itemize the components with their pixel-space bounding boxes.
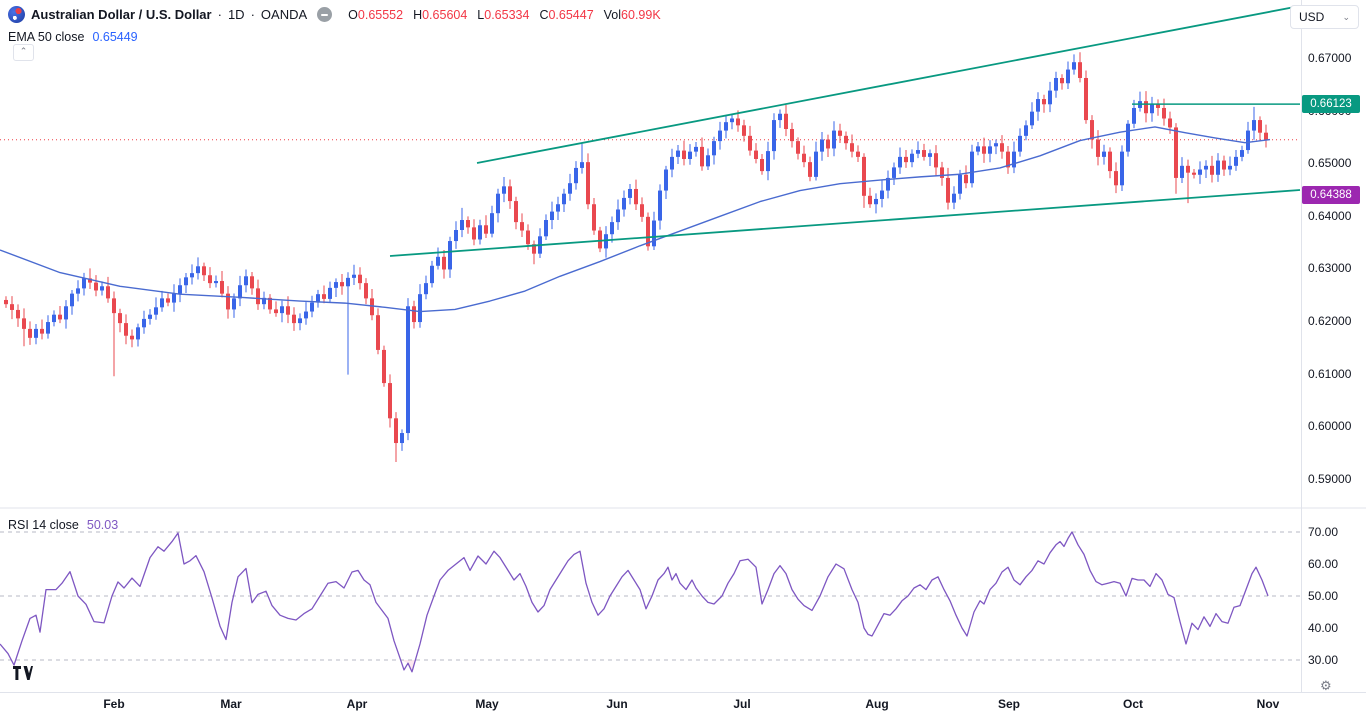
month-label: Nov [1256, 697, 1280, 711]
rsi-tick: 30.00 [1308, 653, 1339, 667]
currency-value: USD [1299, 10, 1325, 24]
price-tick: 0.59000 [1308, 471, 1352, 486]
price-level-tag: 0.66123 [1302, 95, 1360, 114]
high-label: H [413, 7, 423, 22]
rsi-tick: 60.00 [1308, 557, 1339, 571]
price-axis[interactable]: 0.670000.660000.650000.640000.630000.620… [1302, 0, 1366, 692]
market-closed-icon [317, 7, 333, 22]
close-label: C [539, 7, 549, 22]
currency-dropdown[interactable]: USD ⌄ [1290, 5, 1359, 29]
month-label: Sep [997, 697, 1021, 711]
low-value: 0.65334 [484, 7, 530, 22]
rsi-legend-row[interactable]: RSI 14 close 50.03 [8, 518, 118, 532]
volume-label: Vol [603, 7, 622, 22]
exchange-label: OANDA [260, 7, 308, 22]
price-tick: 0.65000 [1308, 156, 1352, 171]
chevron-down-icon: ⌄ [1342, 11, 1350, 22]
rsi-tick: 40.00 [1308, 621, 1339, 635]
price-tick: 0.60000 [1308, 419, 1352, 434]
channel-upper-trendline[interactable] [476, 5, 1301, 164]
price-tick: 0.63000 [1308, 261, 1352, 276]
gear-icon[interactable]: ⚙ [1320, 679, 1332, 694]
volume-value: 60.99K [621, 7, 661, 22]
symbol-title: Australian Dollar / U.S. Dollar [31, 7, 212, 22]
ema-value: 0.65449 [92, 30, 138, 44]
channel-lower-trendline[interactable] [389, 189, 1301, 257]
month-label: Mar [220, 697, 242, 711]
price-tick: 0.61000 [1308, 366, 1352, 381]
rsi-tick: 70.00 [1308, 525, 1339, 539]
price-level-tag: 0.64388 [1302, 186, 1360, 205]
rsi-tick: 50.00 [1308, 589, 1339, 603]
symbol-legend: Australian Dollar / U.S. Dollar · 1D · O… [8, 6, 661, 44]
rsi-value: 50.03 [86, 518, 119, 532]
month-label: Jun [606, 697, 628, 711]
rsi-line[interactable] [0, 531, 1269, 673]
month-label: Apr [346, 697, 368, 711]
price-tick: 0.64000 [1308, 208, 1352, 223]
collapse-legend-button[interactable]: ⌃ [13, 44, 34, 61]
month-label: Feb [103, 697, 125, 711]
rsi-label: RSI 14 close [8, 518, 79, 532]
symbol-icon [8, 6, 25, 23]
month-label: Oct [1122, 697, 1144, 711]
month-label: Aug [865, 697, 889, 711]
close-value: 0.65447 [548, 7, 594, 22]
month-label: Jul [733, 697, 751, 711]
price-tick: 0.67000 [1308, 51, 1352, 65]
month-label: May [475, 697, 499, 711]
ema-label: EMA 50 close [8, 30, 85, 44]
candles-layer[interactable] [4, 52, 1268, 462]
high-value: 0.65604 [422, 7, 468, 22]
symbol-row[interactable]: Australian Dollar / U.S. Dollar · 1D · O… [8, 6, 661, 23]
rsi-level-lines [0, 531, 1300, 661]
timeframe-label: 1D [227, 7, 245, 22]
ohlc-values: O0.65552 H0.65604 L0.65334 C0.65447 Vol6… [348, 8, 661, 22]
price-tick: 0.62000 [1308, 314, 1352, 328]
open-value: 0.65552 [357, 7, 404, 22]
time-axis[interactable]: Feb Mar Apr May Jun Jul Aug Sep Oct Nov [0, 697, 1300, 715]
low-label: L [477, 7, 485, 22]
ema-legend-row[interactable]: EMA 50 close 0.65449 [8, 30, 661, 44]
separator: · [250, 7, 255, 22]
open-label: O [348, 7, 358, 22]
ema50-line[interactable] [0, 126, 1271, 313]
separator: · [217, 7, 222, 22]
